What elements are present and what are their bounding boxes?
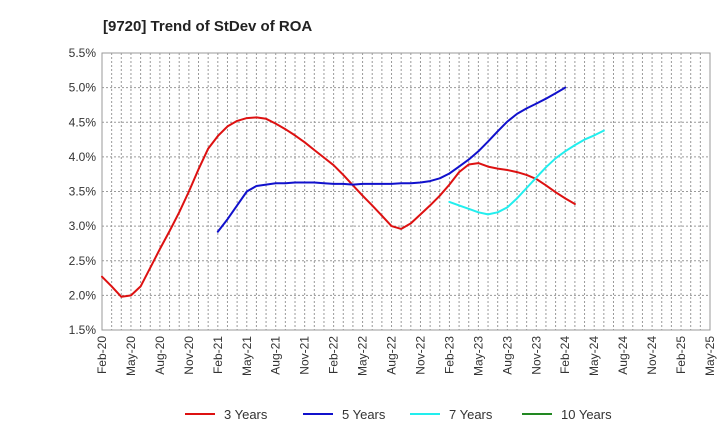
x-tick-label: Feb-23 [442,336,456,374]
x-tick-label: Aug-20 [153,336,167,375]
x-tick-label: May-22 [356,336,370,376]
x-tick-label: Nov-23 [529,336,543,375]
legend-label: 7 Years [449,407,493,422]
x-tick-label: May-20 [124,336,138,376]
x-tick-label: Feb-24 [558,336,572,374]
y-tick-label: 2.5% [69,254,97,268]
y-tick-label: 1.5% [69,323,97,337]
y-axis-ticks: 1.5% 2.0% 2.5% 3.0% 3.5% 4.0% 4.5% 5.0% 5.5% [69,46,97,337]
y-tick-label: 5.0% [69,81,97,95]
y-tick-label: 4.0% [69,150,97,164]
series-line-3-years [101,116,576,298]
x-tick-label: May-23 [471,336,485,376]
x-tick-label: Feb-20 [95,336,109,374]
x-tick-label: May-24 [587,336,601,376]
x-tick-label: Aug-22 [385,336,399,375]
x-tick-label: Nov-22 [413,336,427,375]
y-tick-label: 3.0% [69,219,97,233]
legend-label: 3 Years [224,407,268,422]
x-axis-ticks: Feb-20 May-20 Aug-20 Nov-20 Feb-21 May-21 Aug-… [95,336,717,376]
series-line-5-years [216,86,567,233]
x-tick-label: Nov-24 [645,336,659,375]
plot-grid [102,53,710,330]
x-tick-label: Feb-22 [327,336,341,374]
y-tick-label: 3.5% [69,185,97,199]
plot-area-frame [101,52,711,331]
x-tick-label: Nov-21 [298,336,312,375]
legend-label: 5 Years [342,407,386,422]
y-tick-label: 5.5% [69,46,97,60]
legend-label: 10 Years [561,407,612,422]
series-line-7-years [448,129,605,216]
x-tick-label: Aug-21 [269,336,283,375]
x-tick-label: Feb-21 [211,336,225,374]
x-tick-label: Aug-23 [500,336,514,375]
x-tick-label: Feb-25 [674,336,688,374]
legend: 3 Years 5 Years 7 Years 10 Years [185,407,612,422]
series-lines [101,86,605,298]
x-tick-label: Aug-24 [616,336,630,375]
x-tick-label: May-25 [703,336,717,376]
chart-title: [9720] Trend of StDev of ROA [103,18,312,35]
x-tick-label: May-21 [240,336,254,376]
y-tick-label: 4.5% [69,115,97,129]
y-tick-label: 2.0% [69,288,97,302]
x-tick-label: Nov-20 [182,336,196,375]
